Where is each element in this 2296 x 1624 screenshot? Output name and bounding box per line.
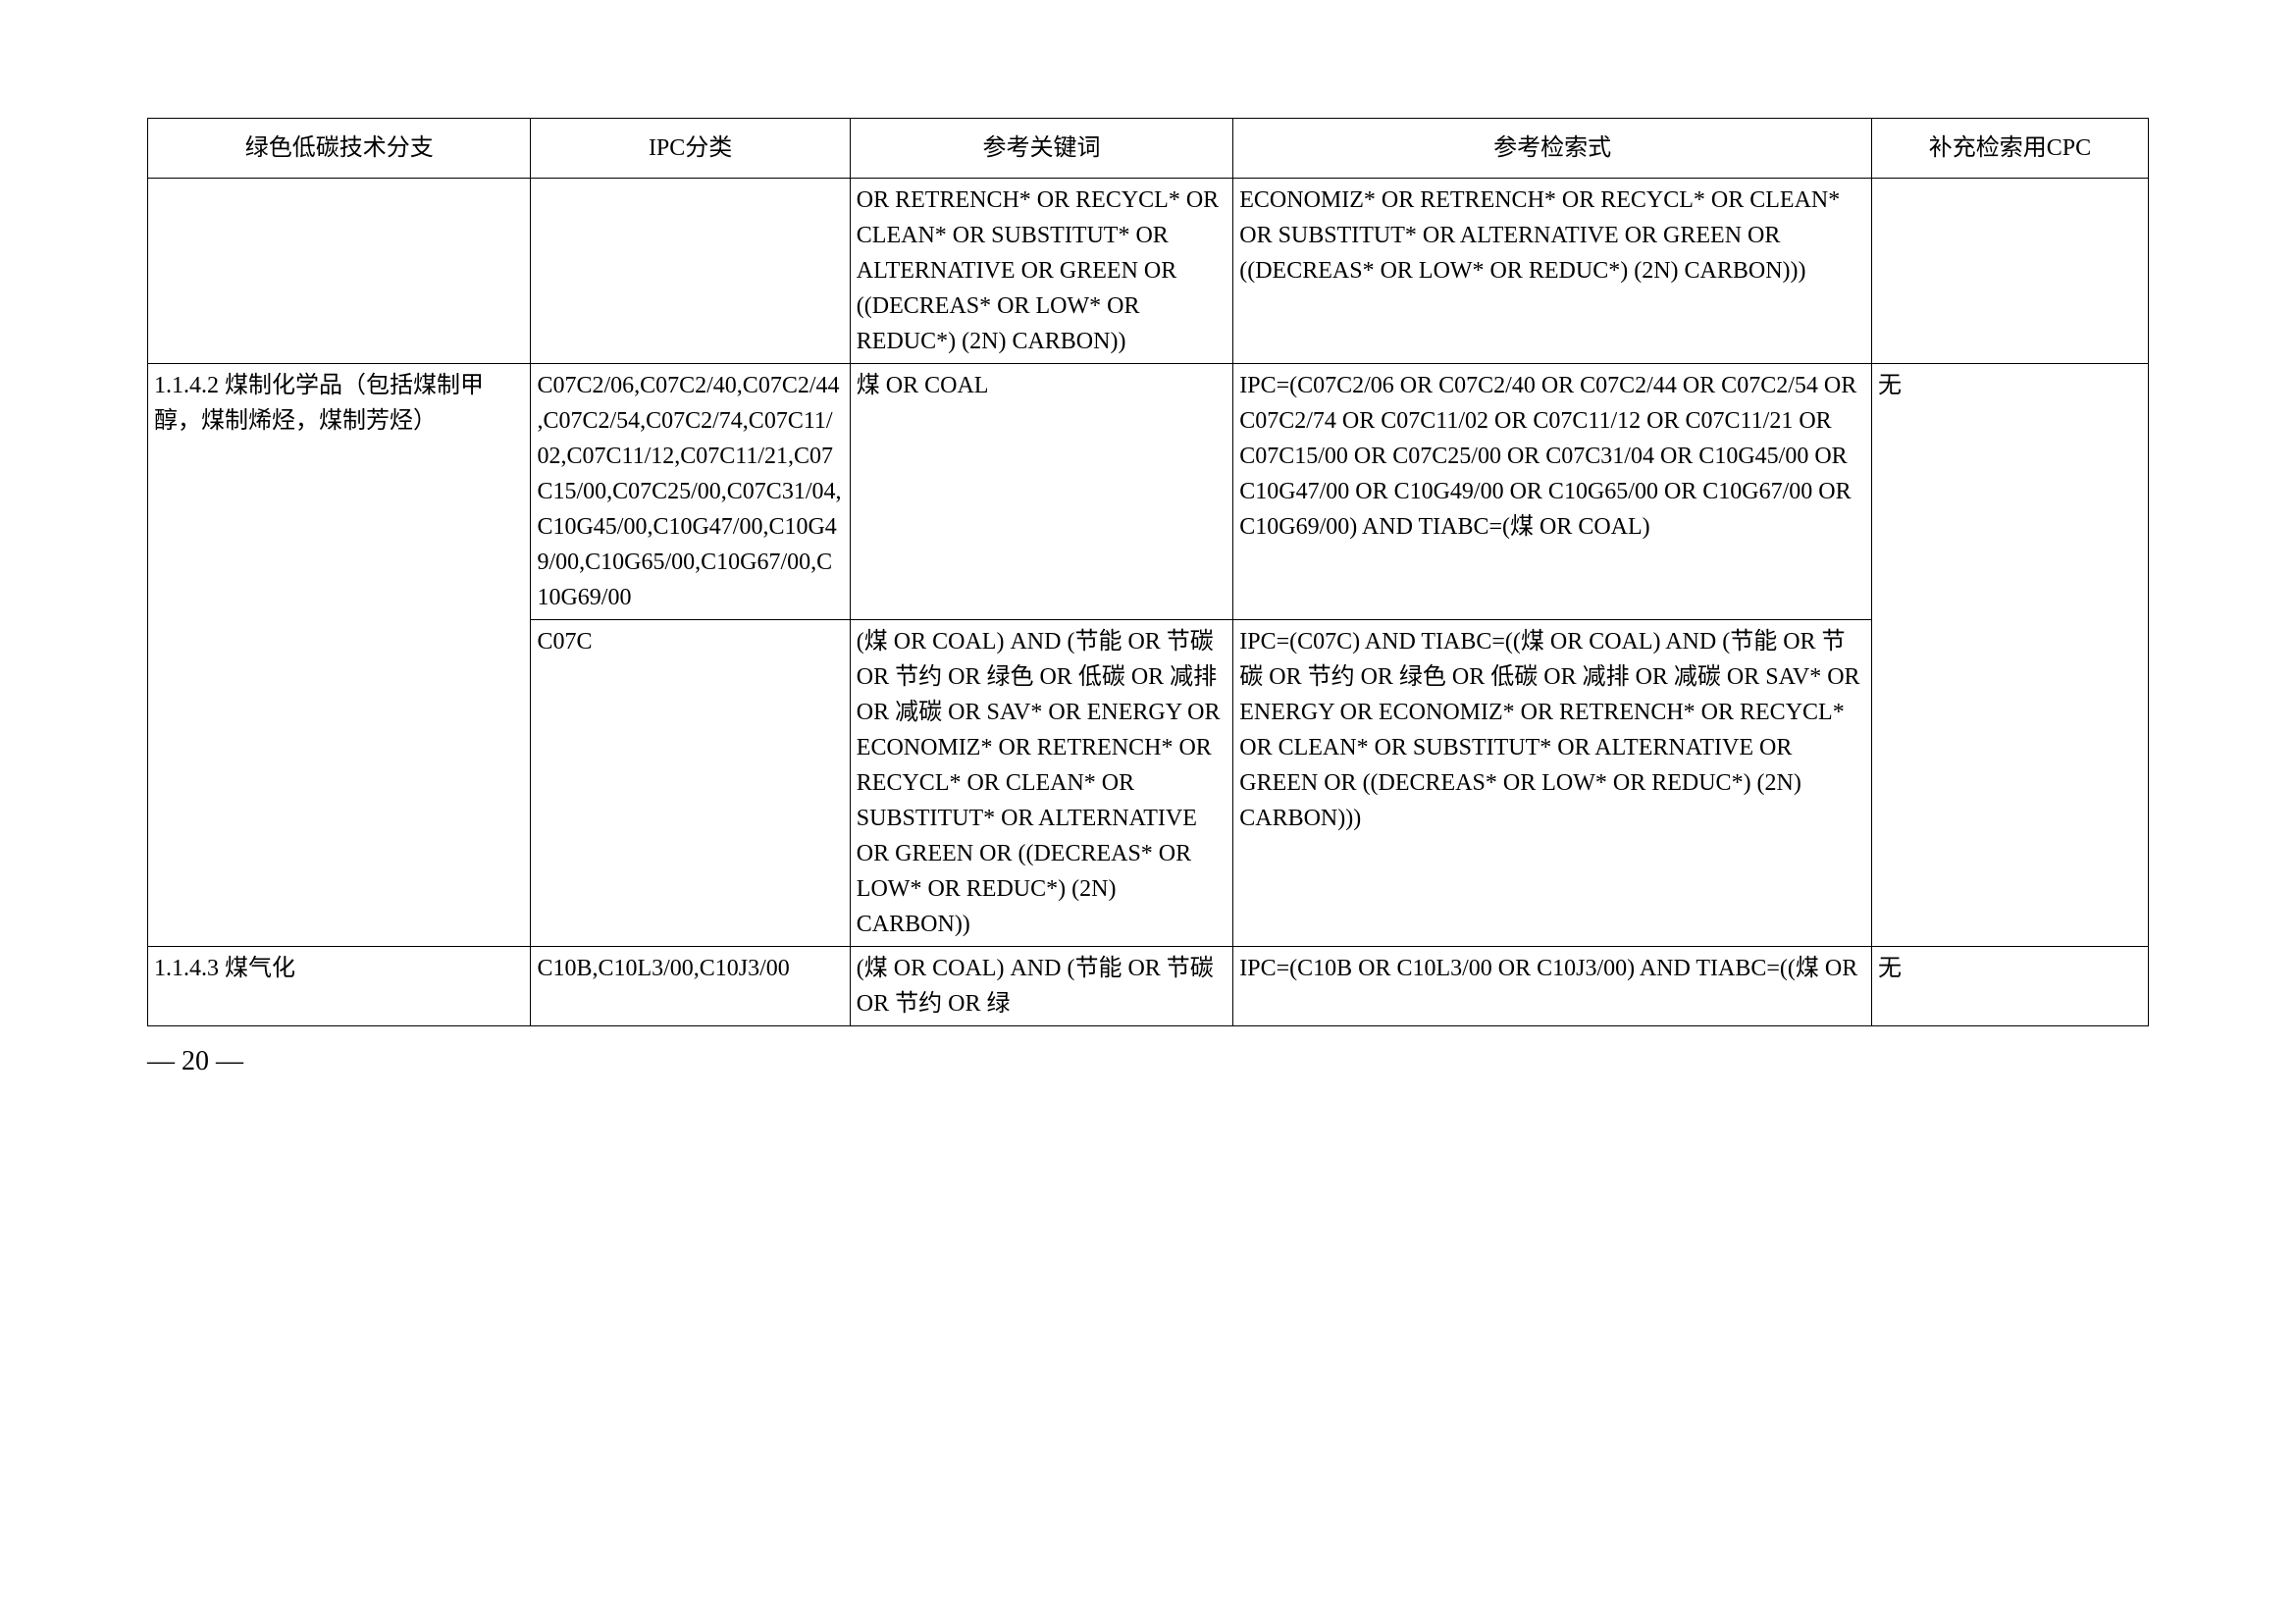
cell-branch: 1.1.4.2 煤制化学品（包括煤制甲醇，煤制烯烃，煤制芳烃） xyxy=(148,364,531,947)
cell-keywords: OR RETRENCH* OR RECYCL* OR CLEAN* OR SUB… xyxy=(850,179,1232,364)
cell-keywords: (煤 OR COAL) AND (节能 OR 节碳 OR 节约 OR 绿色 OR… xyxy=(850,620,1232,947)
cell-ipc: C10B,C10L3/00,C10J3/00 xyxy=(531,947,850,1026)
cell-cpc xyxy=(1871,179,2148,364)
table-row: 1.1.4.3 煤气化 C10B,C10L3/00,C10J3/00 (煤 OR… xyxy=(148,947,2149,1026)
cell-ipc xyxy=(531,179,850,364)
header-ipc: IPC分类 xyxy=(531,119,850,179)
cell-search: IPC=(C07C) AND TIABC=((煤 OR COAL) AND (节… xyxy=(1233,620,1872,947)
cell-cpc: 无 xyxy=(1871,364,2148,947)
cell-ipc: C07C2/06,C07C2/40,C07C2/44,C07C2/54,C07C… xyxy=(531,364,850,620)
cell-search: ECONOMIZ* OR RETRENCH* OR RECYCL* OR CLE… xyxy=(1233,179,1872,364)
header-branch: 绿色低碳技术分支 xyxy=(148,119,531,179)
header-search: 参考检索式 xyxy=(1233,119,1872,179)
cell-keywords: (煤 OR COAL) AND (节能 OR 节碳 OR 节约 OR 绿 xyxy=(850,947,1232,1026)
cell-branch xyxy=(148,179,531,364)
header-keywords: 参考关键词 xyxy=(850,119,1232,179)
cell-ipc: C07C xyxy=(531,620,850,947)
table-row: 1.1.4.2 煤制化学品（包括煤制甲醇，煤制烯烃，煤制芳烃） C07C2/06… xyxy=(148,364,2149,620)
page-number: — 20 — xyxy=(147,1046,2149,1077)
cell-search: IPC=(C07C2/06 OR C07C2/40 OR C07C2/44 OR… xyxy=(1233,364,1872,620)
cell-cpc: 无 xyxy=(1871,947,2148,1026)
classification-table: 绿色低碳技术分支 IPC分类 参考关键词 参考检索式 补充检索用CPC OR R… xyxy=(147,118,2149,1026)
cell-branch: 1.1.4.3 煤气化 xyxy=(148,947,531,1026)
table-row: OR RETRENCH* OR RECYCL* OR CLEAN* OR SUB… xyxy=(148,179,2149,364)
table-header-row: 绿色低碳技术分支 IPC分类 参考关键词 参考检索式 补充检索用CPC xyxy=(148,119,2149,179)
header-cpc: 补充检索用CPC xyxy=(1871,119,2148,179)
cell-keywords: 煤 OR COAL xyxy=(850,364,1232,620)
cell-search: IPC=(C10B OR C10L3/00 OR C10J3/00) AND T… xyxy=(1233,947,1872,1026)
